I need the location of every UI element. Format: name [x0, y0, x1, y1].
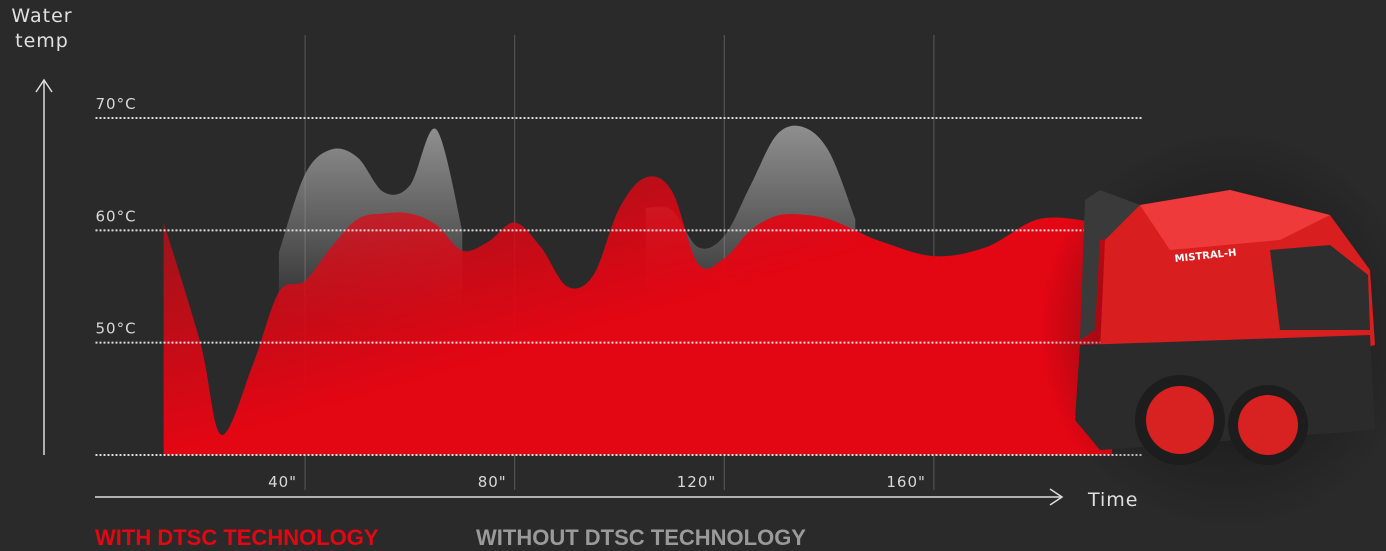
area: [163, 176, 1113, 455]
plot: 40" 80" 120" 160" 50°C 60°C 70°C: [95, 35, 1143, 491]
y-tick-label: 60°C: [96, 207, 137, 225]
y-axis-label: temp: [15, 30, 69, 52]
y-tick-label: 70°C: [96, 95, 137, 113]
x-tick-label: 40": [268, 473, 297, 491]
y-tick-label: 50°C: [96, 320, 137, 338]
legend: WITH DTSC TECHNOLOGY WITHOUT DTSC TECHNOL…: [95, 525, 806, 550]
product-image: MISTRAL-H: [1040, 130, 1386, 530]
x-axis-arrowhead: [1049, 488, 1064, 506]
x-tick-label: 160": [886, 473, 926, 491]
y-axis-label: Water: [11, 5, 72, 27]
legend-label: WITH DTSC TECHNOLOGY: [95, 525, 379, 550]
legend-label: WITHOUT DTSC TECHNOLOGY: [476, 525, 806, 550]
x-tick-label: 80": [478, 473, 507, 491]
y-axis-arrowhead: [35, 78, 53, 93]
x-tick-label: 120": [677, 473, 717, 491]
